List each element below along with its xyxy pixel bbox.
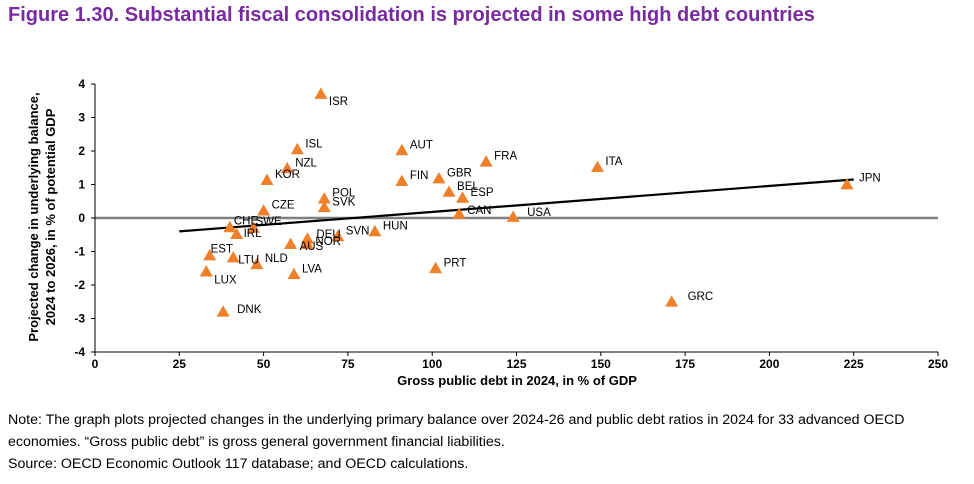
- y-tick-label: 3: [78, 111, 85, 125]
- y-tick-label: -3: [74, 312, 85, 326]
- point-label-gbr: GBR: [447, 167, 472, 179]
- y-tick-label: -4: [74, 345, 85, 359]
- point-ltu: [226, 251, 240, 263]
- point-lux: [199, 265, 213, 277]
- point-label-aut: AUT: [410, 139, 433, 151]
- point-label-lva: LVA: [302, 263, 322, 275]
- point-cze: [257, 204, 271, 216]
- point-usa: [506, 210, 520, 222]
- point-isr: [314, 87, 328, 99]
- note-line-2: economies. “Gross public debt” is gross …: [8, 434, 505, 450]
- point-ita: [590, 160, 604, 172]
- point-label-jpn: JPN: [859, 173, 881, 185]
- x-tick-label: 250: [928, 357, 948, 371]
- point-aus: [284, 237, 298, 250]
- point-nld: [250, 257, 264, 270]
- point-esp: [456, 191, 470, 203]
- point-label-lux: LUX: [214, 275, 237, 287]
- point-label-usa: USA: [527, 207, 551, 219]
- x-tick-label: 150: [591, 357, 611, 371]
- point-label-fra: FRA: [494, 151, 517, 163]
- x-tick-label: 75: [341, 357, 355, 371]
- point-label-svn: SVN: [346, 225, 370, 237]
- x-tick-label: 100: [422, 357, 442, 371]
- point-prt: [429, 261, 443, 274]
- point-label-ita: ITA: [605, 156, 622, 168]
- figure-title: Figure 1.30. Substantial fiscal consolid…: [8, 4, 815, 26]
- point-svk: [317, 200, 331, 213]
- point-can: [452, 207, 466, 219]
- x-tick-label: 125: [506, 357, 526, 371]
- x-tick-label: 0: [92, 357, 99, 371]
- x-tick-label: 50: [257, 357, 271, 371]
- note-line-1: Note: The graph plots projected changes …: [8, 412, 905, 428]
- point-che: [223, 220, 237, 233]
- point-label-irl: IRL: [244, 228, 263, 240]
- point-fra: [479, 155, 493, 167]
- point-label-che: CHE: [234, 215, 259, 227]
- point-label-can: CAN: [467, 205, 491, 217]
- point-label-svk: SVK: [332, 196, 355, 208]
- point-label-swe: SWE: [255, 216, 282, 228]
- point-label-ltu: LTU: [238, 255, 259, 267]
- x-tick-label: 225: [844, 357, 864, 371]
- point-label-est: EST: [211, 244, 233, 256]
- x-axis-title: Gross public debt in 2024, in % of GDP: [397, 373, 637, 388]
- point-fin: [395, 174, 409, 187]
- point-irl: [230, 227, 244, 239]
- point-label-prt: PRT: [444, 257, 467, 269]
- source-line: Source: OECD Economic Outlook 117 databa…: [8, 456, 469, 472]
- point-dnk: [216, 305, 230, 317]
- y-tick-label: 2: [78, 144, 85, 158]
- point-hun: [368, 224, 382, 237]
- point-jpn: [840, 178, 854, 190]
- y-axis-title-line1: Projected change in underlying balance,: [26, 92, 41, 341]
- y-tick-label: 4: [78, 77, 85, 91]
- point-bel: [442, 185, 456, 197]
- x-tick-label: 25: [173, 357, 187, 371]
- point-kor: [260, 173, 274, 186]
- point-label-nld: NLD: [265, 253, 288, 265]
- point-nor: [300, 237, 314, 250]
- point-label-kor: KOR: [275, 169, 300, 181]
- point-label-nzl: NZL: [295, 157, 317, 169]
- y-tick-label: 0: [78, 211, 85, 225]
- point-label-dnk: DNK: [237, 304, 262, 316]
- point-label-hun: HUN: [383, 220, 408, 232]
- y-axis-title-line2: 2024 to 2026, in % of potential GDP: [43, 108, 58, 325]
- point-gbr: [432, 171, 446, 184]
- point-label-grc: GRC: [688, 291, 714, 303]
- point-label-deu: DEU: [316, 229, 340, 241]
- x-tick-label: 200: [759, 357, 779, 371]
- point-label-aus: AUS: [300, 241, 324, 253]
- point-label-cze: CZE: [272, 200, 295, 212]
- y-tick-label: -2: [74, 278, 85, 292]
- point-pol: [317, 192, 331, 204]
- point-label-bel: BEL: [457, 181, 479, 193]
- x-tick-label: 175: [675, 357, 695, 371]
- point-label-isr: ISR: [329, 96, 348, 108]
- point-grc: [665, 295, 679, 307]
- trendline: [179, 178, 854, 233]
- point-label-pol: POL: [332, 188, 356, 200]
- point-label-isl: ISL: [305, 138, 323, 150]
- y-tick-label: 1: [78, 178, 85, 192]
- y-tick-label: -1: [74, 245, 85, 259]
- point-nzl: [280, 161, 294, 174]
- point-lva: [287, 267, 301, 280]
- point-label-nor: NOR: [315, 236, 341, 248]
- point-swe: [246, 221, 260, 233]
- point-label-esp: ESP: [471, 187, 494, 199]
- point-est: [203, 249, 217, 261]
- point-aut: [395, 143, 409, 156]
- point-isl: [290, 142, 304, 155]
- point-label-fin: FIN: [410, 170, 429, 182]
- point-svn: [331, 229, 345, 242]
- scatter-chart: 4 3 2 1 0 -1 -2 -3 -4 0 25 50 75 100 125 150 175 200 225 25…: [26, 77, 948, 388]
